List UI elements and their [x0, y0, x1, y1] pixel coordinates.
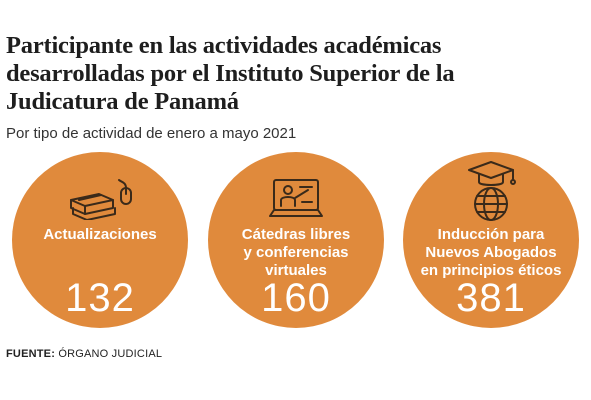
title-line-3: Judicatura de Panamá: [6, 88, 239, 115]
card-label-line: y conferencias: [243, 244, 349, 261]
subtitle: Por tipo de actividad de enero a mayo 20…: [6, 125, 297, 142]
books-mouse-icon: [70, 179, 132, 220]
page-title: Participante en las actividades académic…: [6, 32, 590, 116]
card-label: Actualizaciones: [22, 226, 178, 244]
monitor-presenter-icon: [269, 179, 323, 217]
source-prefix: FUENTE:: [6, 348, 56, 360]
card-label: Cátedras libres y conferencias virtuales: [218, 226, 374, 280]
title-line-2: desarrolladas por el Instituto Superior …: [6, 60, 455, 87]
stat-circle-catedras: Cátedras libres y conferencias virtuales…: [208, 152, 384, 328]
source-credit: FUENTE: ÓRGANO JUDICIAL: [6, 348, 162, 361]
stat-circle-induccion: Inducción para Nuevos Abogados en princi…: [403, 152, 579, 328]
card-label-line: en principios éticos: [420, 262, 562, 279]
card-value: 132: [65, 276, 135, 320]
graduation-globe-icon: [468, 161, 516, 221]
card-label-line: virtuales: [265, 262, 327, 279]
card-label: Inducción para Nuevos Abogados en princi…: [413, 226, 569, 280]
source-text: ÓRGANO JUDICIAL: [55, 348, 163, 360]
card-label-line: Actualizaciones: [43, 226, 157, 243]
card-label-line: Nuevos Abogados: [425, 244, 557, 261]
title-line-1: Participante en las actividades académic…: [6, 32, 442, 59]
card-label-line: Cátedras libres: [241, 226, 351, 243]
card-label-line: Inducción para: [437, 226, 545, 243]
card-value: 381: [456, 276, 526, 320]
card-value: 160: [261, 276, 331, 320]
stat-circle-actualizaciones: Actualizaciones 132: [12, 152, 188, 328]
